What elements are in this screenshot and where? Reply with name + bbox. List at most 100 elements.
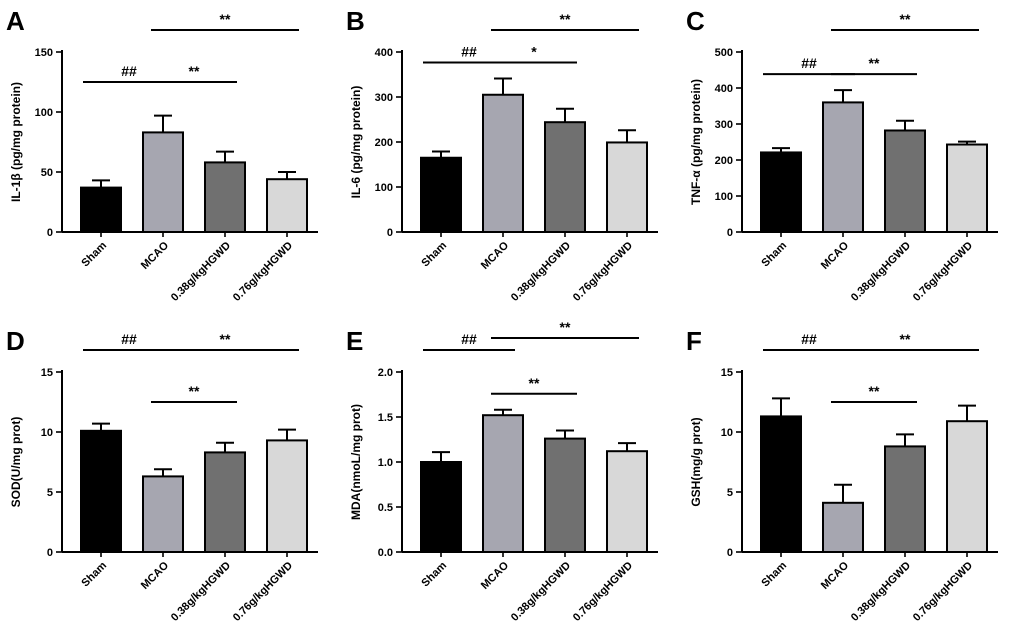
y-tick-label: 1.5 <box>378 412 393 424</box>
significance-label-2: ** <box>869 383 880 399</box>
significance-label-3: ** <box>220 11 231 27</box>
panel-letter: C <box>686 6 705 36</box>
y-tick-label: 100 <box>715 191 733 203</box>
y-tick-label: 500 <box>715 47 733 59</box>
bar-2 <box>482 414 524 553</box>
y-tick-label: 300 <box>375 92 393 104</box>
significance-label-3: ** <box>900 331 911 347</box>
category-label-3: 0.38g/kgHGWD <box>509 240 573 304</box>
category-label-3: 0.38g/kgHGWD <box>849 560 913 624</box>
panel-letter: E <box>346 326 363 356</box>
category-label-4: 0.76g/kgHGWD <box>911 560 975 624</box>
significance-label-2: ** <box>869 55 880 71</box>
bar-2 <box>142 131 184 233</box>
category-label-2: MCAO <box>479 559 512 592</box>
y-tick-label: 200 <box>715 155 733 167</box>
y-tick-label: 0 <box>47 547 53 559</box>
y-tick-label: 15 <box>41 367 53 379</box>
category-label-1: Sham <box>759 559 789 589</box>
bar-1 <box>760 151 802 233</box>
significance-label-2: * <box>531 44 537 60</box>
bar-1 <box>420 156 462 233</box>
bar-4 <box>266 178 308 233</box>
category-label-3: 0.38g/kgHGWD <box>849 240 913 304</box>
significance-label-2: ** <box>189 383 200 399</box>
chart-panel-f: F 0 5 10 15 GSH(mg/g prot) Sham MCAO0.38g/kgHGW… <box>686 326 998 624</box>
chart-panel-d: D 0 5 10 15 SOD(U/mg prot) Sham MCAO0.38g/kgHGW… <box>6 326 318 624</box>
chart-panel-e: E 0.0 0.5 1.0 1.5 2.0 MDA(nmoL/mg prot) Sham MCA… <box>346 319 658 624</box>
significance-label-1: ## <box>121 331 137 347</box>
y-tick-label: 10 <box>41 427 53 439</box>
y-tick-label: 1.0 <box>378 457 393 469</box>
category-label-4: 0.76g/kgHGWD <box>231 560 295 624</box>
bar-2 <box>822 101 864 234</box>
bar-2 <box>142 475 184 553</box>
significance-label-3: ** <box>220 331 231 347</box>
bar-1 <box>80 429 122 553</box>
bar-4 <box>606 141 648 233</box>
y-axis-label: TNF-α (pg/mg protein) <box>689 79 703 205</box>
category-label-1: Sham <box>759 239 789 269</box>
y-tick-label: 0 <box>727 227 733 239</box>
chart-panel-c: C 0 100 200 300 400 500 TNF-α (pg/mg protein) Sh… <box>686 6 998 304</box>
bar-1 <box>420 461 462 553</box>
y-tick-label: 300 <box>715 119 733 131</box>
bar-3 <box>204 451 246 553</box>
panel-letter: B <box>346 6 365 36</box>
bar-4 <box>266 439 308 553</box>
panel-letter: F <box>686 326 702 356</box>
y-tick-label: 10 <box>721 427 733 439</box>
y-tick-label: 400 <box>375 47 393 59</box>
category-label-1: Sham <box>79 559 109 589</box>
bar-1 <box>80 186 122 234</box>
y-tick-label: 200 <box>375 137 393 149</box>
y-axis-label: IL-6 (pg/mg protein) <box>349 86 363 199</box>
category-label-4: 0.76g/kgHGWD <box>571 560 635 624</box>
bar-3 <box>204 161 246 233</box>
bar-3 <box>884 129 926 233</box>
category-label-2: MCAO <box>479 239 512 272</box>
category-label-4: 0.76g/kgHGWD <box>911 240 975 304</box>
bar-3 <box>544 437 586 553</box>
bar-4 <box>946 420 988 553</box>
y-tick-label: 0.0 <box>378 547 393 559</box>
y-tick-label: 2.0 <box>378 367 393 379</box>
bar-1 <box>760 415 802 554</box>
category-label-3: 0.38g/kgHGWD <box>509 560 573 624</box>
y-tick-label: 0 <box>47 227 53 239</box>
y-tick-label: 150 <box>35 47 53 59</box>
y-tick-label: 0 <box>387 227 393 239</box>
y-axis-label: SOD(U/mg prot) <box>9 417 23 508</box>
bar-3 <box>544 121 586 233</box>
bar-4 <box>946 143 988 234</box>
category-label-2: MCAO <box>139 559 172 592</box>
category-label-3: 0.38g/kgHGWD <box>169 240 233 304</box>
y-axis-label: GSH(mg/g prot) <box>689 417 703 506</box>
y-tick-label: 50 <box>41 167 53 179</box>
chart-panel-b: B 0 100 200 300 400 IL-6 (pg/mg protein) Sham MC… <box>346 6 658 304</box>
panel-letter: D <box>6 326 25 356</box>
panel-letter: A <box>6 6 25 36</box>
significance-label-3: ** <box>560 11 571 27</box>
y-tick-label: 5 <box>727 487 733 499</box>
y-tick-label: 0.5 <box>378 502 393 514</box>
significance-label-1: ## <box>121 63 137 79</box>
significance-label-2: ** <box>189 63 200 79</box>
category-label-2: MCAO <box>819 239 852 272</box>
y-tick-label: 0 <box>727 547 733 559</box>
bar-3 <box>884 445 926 553</box>
significance-label-1: ## <box>461 44 477 60</box>
category-label-1: Sham <box>419 239 449 269</box>
category-label-4: 0.76g/kgHGWD <box>571 240 635 304</box>
significance-label-1: ## <box>801 55 817 71</box>
y-tick-label: 100 <box>35 107 53 119</box>
category-label-2: MCAO <box>139 239 172 272</box>
y-axis-label: MDA(nmoL/mg prot) <box>349 404 363 520</box>
category-label-3: 0.38g/kgHGWD <box>169 560 233 624</box>
bar-2 <box>482 93 524 233</box>
y-tick-label: 100 <box>375 182 393 194</box>
significance-label-2: ** <box>529 375 540 391</box>
significance-label-1: ## <box>801 331 817 347</box>
